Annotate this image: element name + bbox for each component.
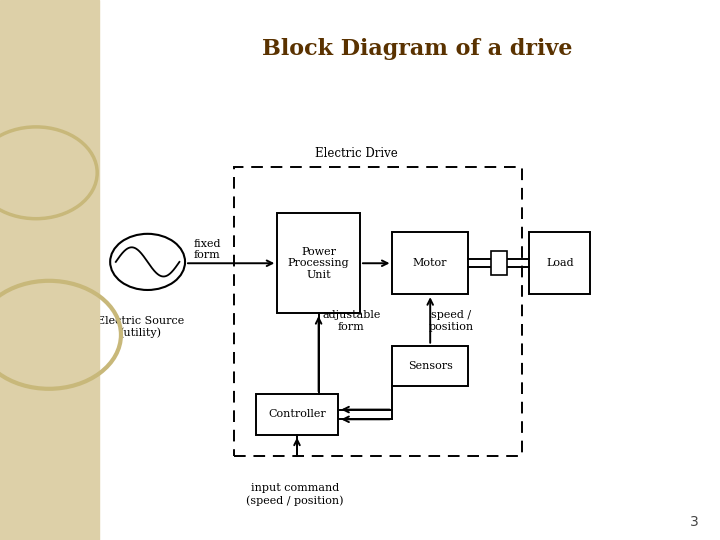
Bar [277,213,360,313]
Text: adjustable
form: adjustable form [322,310,381,332]
Text: fixed
form: fixed form [194,239,221,260]
Text: Sensors: Sensors [408,361,453,371]
Text: Electric Source
(utility): Electric Source (utility) [96,316,184,338]
Text: Block Diagram of a drive: Block Diagram of a drive [262,38,573,59]
Text: Power
Processing
Unit: Power Processing Unit [288,247,349,280]
Bar [491,252,507,275]
Text: speed /
position: speed / position [429,310,474,332]
Text: Load: Load [546,258,574,268]
Bar [392,232,468,294]
Bar [392,346,468,386]
Text: Motor: Motor [413,258,447,268]
Bar [256,394,338,435]
Text: 3: 3 [690,515,698,529]
Bar [234,167,522,456]
Text: input command
(speed / position): input command (speed / position) [246,483,344,505]
Text: Electric Drive: Electric Drive [315,147,397,160]
Text: Controller: Controller [268,409,326,420]
Bar [529,232,590,294]
